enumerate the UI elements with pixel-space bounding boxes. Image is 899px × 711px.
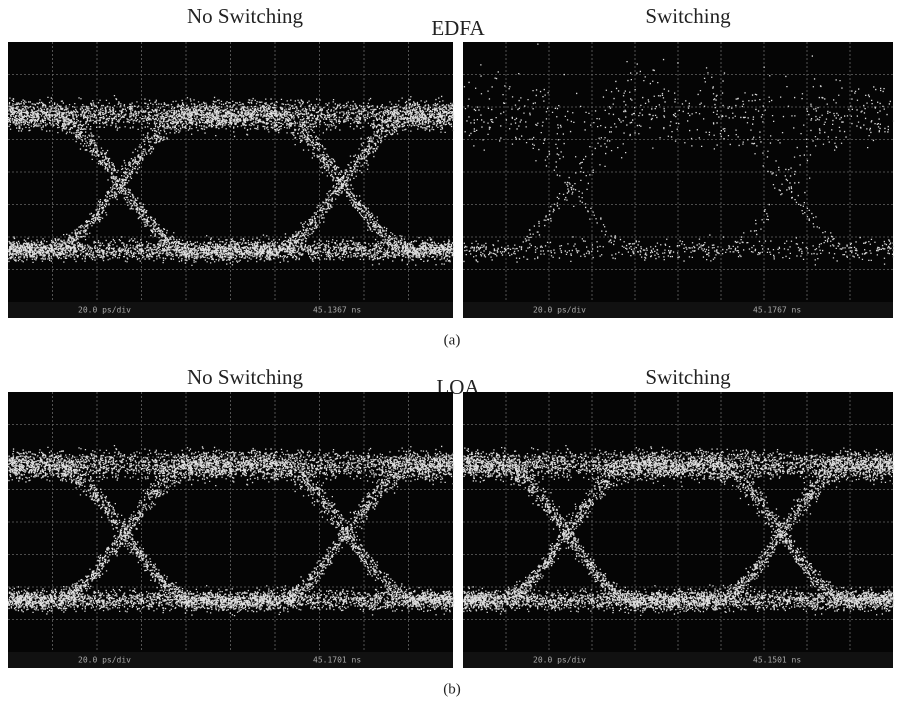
eye-trace [463, 445, 895, 616]
subfigure-label: (a) [444, 332, 461, 348]
eye-trace [8, 95, 455, 266]
subfigure-label: (b) [443, 681, 461, 697]
eye-trace [8, 445, 455, 617]
scope-footer [463, 302, 893, 318]
time-offset: 45.1501 ns [753, 656, 801, 665]
time-offset: 45.1701 ns [313, 656, 361, 665]
panel-title: Switching [645, 4, 731, 28]
panel-title: No Switching [187, 365, 304, 389]
time-offset: 45.1367 ns [313, 306, 361, 315]
panel-title: Switching [645, 365, 731, 389]
time-scale: 20.0 ps/div [533, 656, 586, 665]
scope-footer [8, 652, 453, 668]
scope-footer [8, 302, 453, 318]
time-scale: 20.0 ps/div [78, 656, 131, 665]
eye-trace [463, 43, 895, 266]
scope-footer [463, 652, 893, 668]
amplifier-label: EDFA [431, 16, 485, 40]
time-scale: 20.0 ps/div [78, 306, 131, 315]
time-scale: 20.0 ps/div [533, 306, 586, 315]
panel-title: No Switching [187, 4, 304, 28]
time-offset: 45.1767 ns [753, 306, 801, 315]
